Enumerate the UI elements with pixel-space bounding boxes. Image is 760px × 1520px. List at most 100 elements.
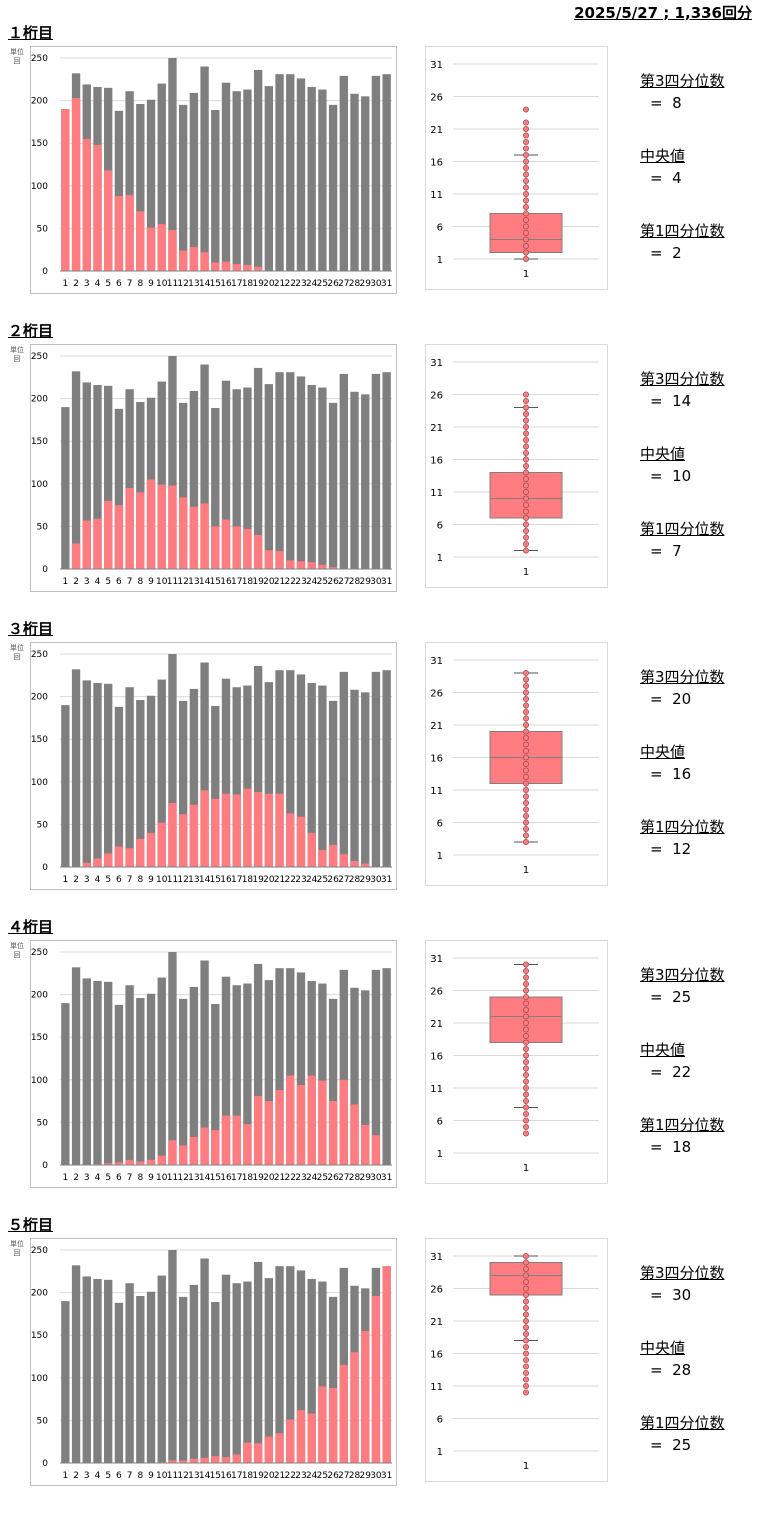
total-bar xyxy=(82,382,91,569)
data-point xyxy=(523,534,530,541)
total-bar xyxy=(211,109,220,271)
median-value: = 4 xyxy=(640,169,750,220)
x-tick-label: 7 xyxy=(127,1471,133,1481)
x-tick-label: 15 xyxy=(210,577,221,587)
equals-sign: = xyxy=(650,392,663,410)
digit-bar xyxy=(136,211,145,271)
chart-title: ５桁目 xyxy=(8,1216,54,1234)
total-bar xyxy=(275,968,284,1165)
data-point xyxy=(523,767,530,774)
y-tick-label: 50 xyxy=(37,224,49,234)
x-tick-label: 16 xyxy=(220,875,232,885)
chart-section-4: ４桁目 単位 回 0 50 100 150 200 250 1 2 3 4 5 6 7 8 9 10 11 12 13 1… xyxy=(0,918,760,1222)
q3-value: = 20 xyxy=(640,690,750,741)
data-point xyxy=(523,967,530,974)
data-point xyxy=(523,255,530,262)
data-point xyxy=(523,722,530,729)
x-tick-label: 4 xyxy=(95,875,101,885)
total-bar xyxy=(307,1278,316,1463)
total-bar xyxy=(125,389,134,569)
x-tick-label: 27 xyxy=(338,1173,349,1183)
total-bar xyxy=(318,1281,327,1463)
stat-number: 16 xyxy=(672,765,692,783)
total-bar xyxy=(189,1284,199,1463)
digit-bar xyxy=(296,816,306,867)
x-tick-label: 24 xyxy=(306,875,318,885)
x-tick-label: 6 xyxy=(116,1471,122,1481)
digit-bar xyxy=(157,1155,166,1165)
data-point xyxy=(523,793,530,800)
chart-section-3: ３桁目 単位 回 0 50 100 150 200 250 1 2 3 4 5 6 7 8 9 10 11 12 13 1… xyxy=(0,620,760,924)
total-bar xyxy=(125,1283,134,1463)
total-bar xyxy=(296,376,306,569)
total-bar xyxy=(243,685,252,867)
digit-bar xyxy=(200,252,209,271)
x-tick-label: 14 xyxy=(199,1471,211,1481)
data-point xyxy=(523,1337,530,1344)
data-point xyxy=(523,702,530,709)
x-tick-label: 21 xyxy=(274,1471,285,1481)
total-bar xyxy=(93,384,102,569)
total-bar xyxy=(93,980,102,1165)
equals-sign: = xyxy=(650,542,663,560)
digit-bar xyxy=(253,792,263,867)
y-tick-label: 1 xyxy=(437,255,443,266)
total-bar xyxy=(136,402,145,569)
y-tick-label: 200 xyxy=(31,991,48,1001)
digit-bar xyxy=(328,1388,338,1463)
data-point xyxy=(523,1123,530,1130)
x-tick-label: 11 xyxy=(167,279,178,289)
digit-bar xyxy=(328,567,338,569)
x-tick-label: 18 xyxy=(242,1173,254,1183)
x-tick-label: 26 xyxy=(327,875,339,885)
x-tick-label: 21 xyxy=(274,875,285,885)
y-tick-label: 26 xyxy=(430,689,443,700)
digit-bar xyxy=(146,832,156,867)
x-tick-label: 27 xyxy=(338,279,349,289)
equals-sign: = xyxy=(650,244,663,262)
data-point xyxy=(523,761,530,768)
digit-bar xyxy=(146,479,156,569)
data-point xyxy=(523,799,530,806)
total-bar xyxy=(328,402,338,569)
data-point xyxy=(523,1026,530,1033)
digit-bar xyxy=(146,1159,156,1165)
x-tick-label: 19 xyxy=(252,875,264,885)
data-point xyxy=(523,1279,530,1286)
x-tick-label: 17 xyxy=(231,1471,242,1481)
equals-sign: = xyxy=(650,94,663,112)
total-bar xyxy=(157,83,166,271)
data-point xyxy=(523,1065,530,1072)
y-tick-label: 0 xyxy=(42,565,48,575)
x-tick-label: 14 xyxy=(199,577,211,587)
total-bar xyxy=(189,688,199,867)
total-bar xyxy=(286,670,295,867)
x-tick-label: 26 xyxy=(327,279,339,289)
x-tick-label: 7 xyxy=(127,1173,133,1183)
data-point xyxy=(523,1007,530,1014)
digit-bar xyxy=(200,1127,209,1165)
x-tick-label: 13 xyxy=(188,1471,199,1481)
total-bar xyxy=(361,96,370,271)
x-tick-label: 9 xyxy=(148,577,154,587)
total-bar xyxy=(264,682,274,867)
q1-label: 第1四分位数 xyxy=(640,520,725,538)
q1-value: = 12 xyxy=(640,840,750,891)
x-tick-label: 3 xyxy=(84,279,90,289)
x-tick-label: 9 xyxy=(148,875,154,885)
chart-title: ３桁目 xyxy=(8,620,54,638)
total-bar xyxy=(232,91,241,271)
x-tick-label: 1 xyxy=(523,269,529,280)
total-bar xyxy=(189,92,199,271)
total-bar xyxy=(157,381,166,569)
x-tick-label: 13 xyxy=(188,875,199,885)
total-bar xyxy=(157,977,166,1165)
digit-bar xyxy=(221,1457,231,1463)
data-point xyxy=(523,1084,530,1091)
data-point xyxy=(523,152,530,159)
total-bar xyxy=(253,963,263,1165)
data-point xyxy=(523,689,530,696)
total-bar xyxy=(286,1266,295,1463)
digit-bar xyxy=(296,1084,306,1165)
